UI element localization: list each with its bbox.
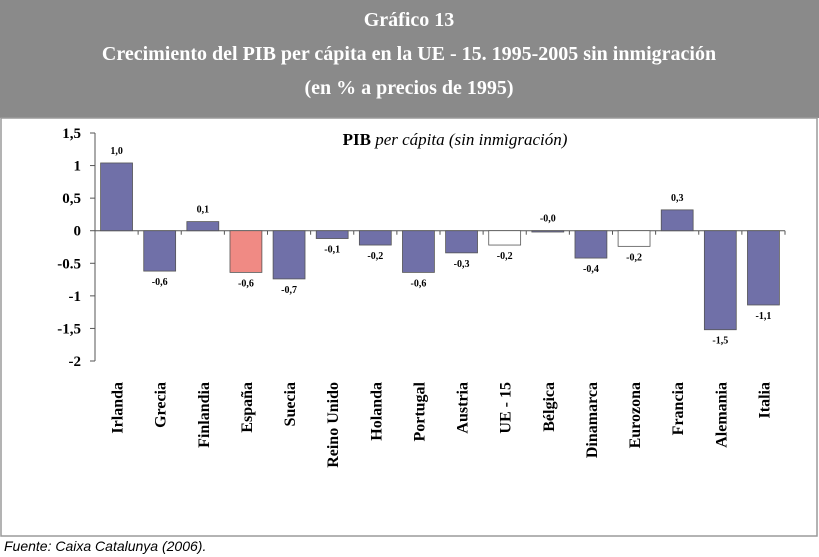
bar [358, 230, 392, 246]
header-band [0, 0, 819, 118]
y-tick-label: -0.5 [57, 256, 81, 272]
x-tick-label: España [239, 382, 256, 433]
bar [315, 230, 349, 239]
value-label: -0,2 [367, 251, 383, 262]
x-tick-label: Holanda [368, 382, 385, 441]
x-tick-label: Irlanda [110, 382, 127, 434]
value-label: 1,0 [110, 146, 123, 157]
x-tick-label: Alemania [713, 382, 730, 448]
value-label: -0,6 [152, 277, 168, 288]
value-label: -0,6 [238, 278, 254, 289]
x-tick-label: Bélgica [541, 382, 558, 432]
x-tick-label: UE - 15 [498, 382, 515, 434]
y-tick-label: -1,5 [57, 321, 81, 337]
annotation: PIB per cápita (sin inmigración) [343, 130, 568, 149]
bar [531, 230, 565, 233]
x-tick-label: Eurozona [627, 382, 644, 448]
x-tick-label: Dinamarca [584, 382, 601, 458]
x-tick-label: Portugal [411, 381, 428, 441]
source: Fuente: Caixa Catalunya (2006). [4, 538, 206, 554]
value-label: -0,4 [583, 264, 599, 275]
value-label: -1,5 [712, 336, 728, 347]
bar [747, 230, 780, 306]
bar [617, 230, 651, 247]
chart-title: Crecimiento del PIB per cápita en la UE … [102, 43, 716, 65]
x-tick-label: Austria [455, 382, 472, 434]
y-tick-label: 1 [74, 159, 82, 175]
bar [660, 209, 694, 232]
y-tick-label: -1 [69, 289, 82, 305]
value-label: 0,3 [671, 193, 684, 204]
chart-frame [0, 117, 818, 537]
bar [402, 230, 435, 273]
value-label: -0,0 [540, 214, 556, 225]
bar [574, 230, 608, 259]
value-label: -0,2 [497, 251, 513, 262]
bar [186, 221, 220, 232]
x-tick-label: Francia [670, 382, 687, 435]
bar [272, 230, 306, 280]
y-tick-label: -2 [69, 354, 82, 370]
y-tick-label: 0 [74, 224, 82, 240]
value-label: 0,1 [197, 205, 210, 216]
bar [229, 230, 263, 273]
value-label: -0,3 [454, 259, 470, 270]
bar [445, 230, 478, 254]
annotation-italic: per cápita (sin inmigración) [374, 130, 568, 149]
bar [488, 230, 522, 246]
annotation-bold: PIB [343, 130, 371, 149]
bar [143, 230, 177, 272]
bar [100, 162, 133, 232]
value-label: -0,1 [324, 245, 340, 256]
value-label: -0,2 [626, 252, 642, 263]
y-tick-label: 0,5 [62, 191, 81, 207]
x-tick-label: Reino Unido [325, 382, 342, 468]
chart-subtitle: (en % a precios de 1995) [304, 77, 513, 99]
bar [703, 230, 737, 331]
figure-label: Gráfico 13 [364, 9, 455, 31]
x-tick-label: Suecia [282, 382, 299, 426]
x-tick-label: Finlandia [196, 382, 213, 448]
x-tick-label: Italia [756, 382, 773, 418]
x-tick-label: Grecia [153, 382, 170, 428]
value-label: -0,6 [411, 278, 427, 289]
value-label: -1,1 [756, 311, 772, 322]
value-label: -0,7 [281, 285, 297, 296]
y-tick-label: 1,5 [62, 126, 81, 142]
